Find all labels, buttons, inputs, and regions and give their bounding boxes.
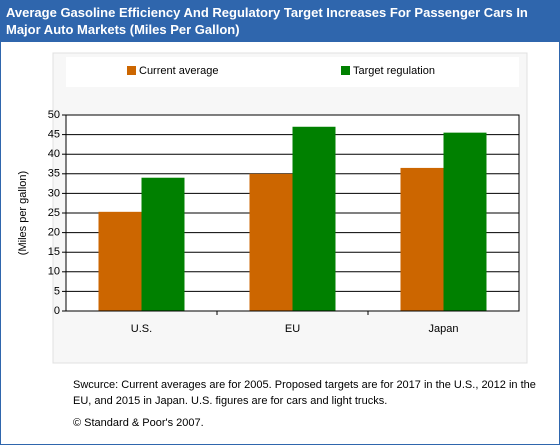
source-note: Swcurce: Current averages are for 2005. … [73,379,536,407]
copyright: © Standard & Poor's 2007. [73,417,204,429]
y-tick-label: 25 [48,207,60,219]
legend-label: Target regulation [353,65,435,77]
legend-swatch [341,66,350,75]
bar [98,211,142,311]
y-tick-label: 0 [54,305,60,317]
legend-swatch [127,66,136,75]
y-tick-label: 5 [54,285,60,297]
y-axis-label: (Miles per gallon) [17,171,29,255]
legend-box [66,57,519,87]
bar [141,177,185,311]
y-tick-label: 40 [48,148,60,160]
x-tick-label: U.S. [131,323,152,335]
legend-label: Current average [139,65,219,77]
y-tick-label: 50 [48,109,60,121]
y-tick-label: 15 [48,246,60,258]
x-tick-label: EU [285,323,300,335]
bar [400,167,444,311]
bar [249,173,293,311]
bar [443,132,487,311]
chart-title: Average Gasoline Efficiency And Regulato… [1,1,559,42]
y-tick-label: 20 [48,227,60,239]
y-tick-label: 30 [48,187,60,199]
x-tick-label: Japan [429,323,459,335]
bar [292,126,336,311]
y-tick-label: 10 [48,266,60,278]
y-tick-label: 45 [48,129,60,141]
y-tick-label: 35 [48,168,60,180]
